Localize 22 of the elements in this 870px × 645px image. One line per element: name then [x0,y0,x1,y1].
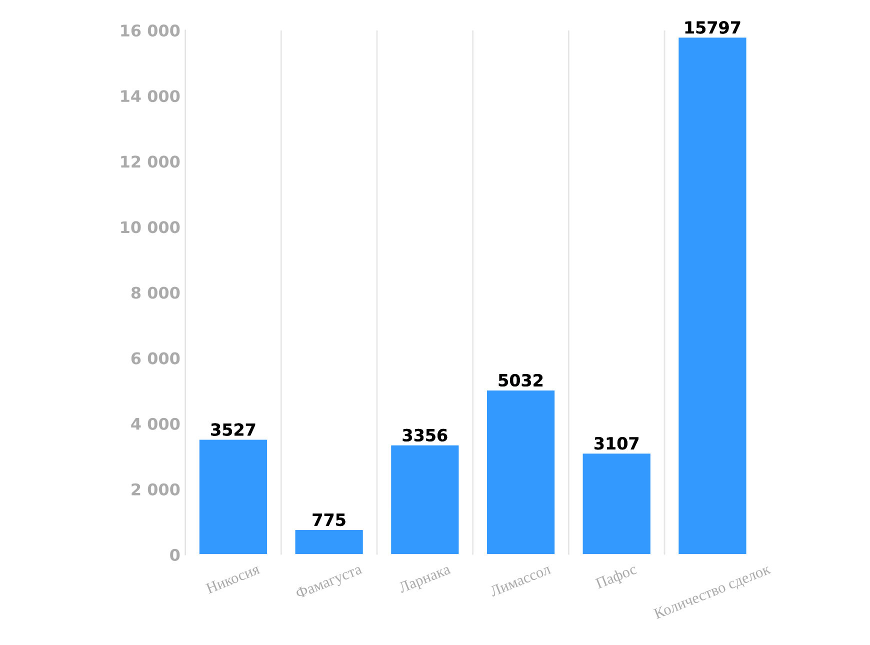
y-tick-label: 6 000 [131,352,180,364]
y-tick-label: 4 000 [131,418,180,430]
data-label: 3356 [402,428,448,442]
bar [294,528,364,555]
bar [677,36,748,555]
y-tick-label: 16 000 [121,24,180,37]
y-tick-label: 2 000 [132,483,180,496]
y-tick-label: 12 000 [121,156,180,168]
bar [581,452,652,555]
data-label: 3527 [211,423,256,436]
y-tick-label: 0 [170,548,180,561]
bar [198,438,268,555]
y-tick-label: 8 000 [131,286,180,299]
bar [486,389,556,555]
data-label: 15797 [685,21,740,34]
bar [390,444,460,555]
data-label: 5032 [498,374,543,387]
data-label: 775 [312,514,346,526]
x-tick-label: Пафос [594,563,638,592]
y-tick-label: 10 000 [121,221,180,234]
y-tick-label: 14 000 [121,90,180,102]
data-label: 3107 [594,437,638,450]
